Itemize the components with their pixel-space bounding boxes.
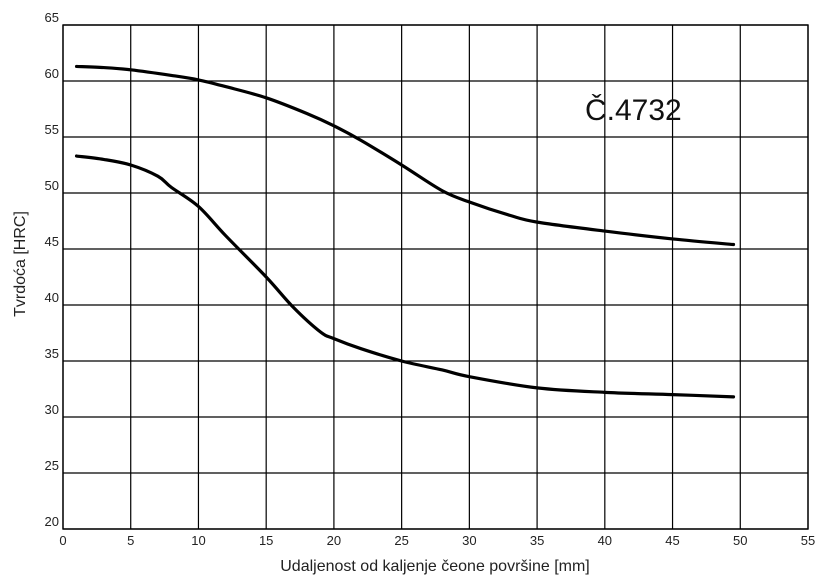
lower-hardness-curve [74,154,736,399]
x-tick-label: 20 [327,533,341,548]
x-tick-label: 35 [530,533,544,548]
y-tick-label: 40 [45,290,59,305]
y-tick-label: 30 [45,402,59,417]
y-tick-label: 55 [45,122,59,137]
series-lines [74,64,736,399]
x-tick-label: 25 [394,533,408,548]
x-tick-label: 10 [191,533,205,548]
plot-area-border [62,24,809,530]
y-axis-title: Tvrdoća [HRC] [12,211,29,317]
x-tick-label: 5 [127,533,134,548]
y-tick-label: 25 [45,458,59,473]
y-tick-label: 60 [45,66,59,81]
x-tick-label: 45 [665,533,679,548]
x-axis-ticks: 0 5 10 15 20 25 30 35 40 45 50 55 [59,533,815,548]
y-tick-label: 35 [45,346,59,361]
y-tick-label: 45 [45,234,59,249]
x-tick-label: 50 [733,533,747,548]
x-axis-title: Udaljenost od kaljenje čeone površine [m… [280,558,590,575]
x-tick-label: 30 [462,533,476,548]
y-axis-ticks: 20 25 30 35 40 45 50 55 60 65 [45,10,59,529]
grid [62,24,809,530]
steel-grade-annotation: Č.4732 [585,93,682,127]
x-tick-label: 55 [801,533,815,548]
x-tick-label: 15 [259,533,273,548]
x-tick-label: 40 [598,533,612,548]
y-tick-label: 65 [45,10,59,25]
y-tick-label: 50 [45,178,59,193]
upper-hardness-curve [74,64,736,247]
y-tick-label: 20 [45,514,59,529]
x-tick-label: 0 [59,533,66,548]
